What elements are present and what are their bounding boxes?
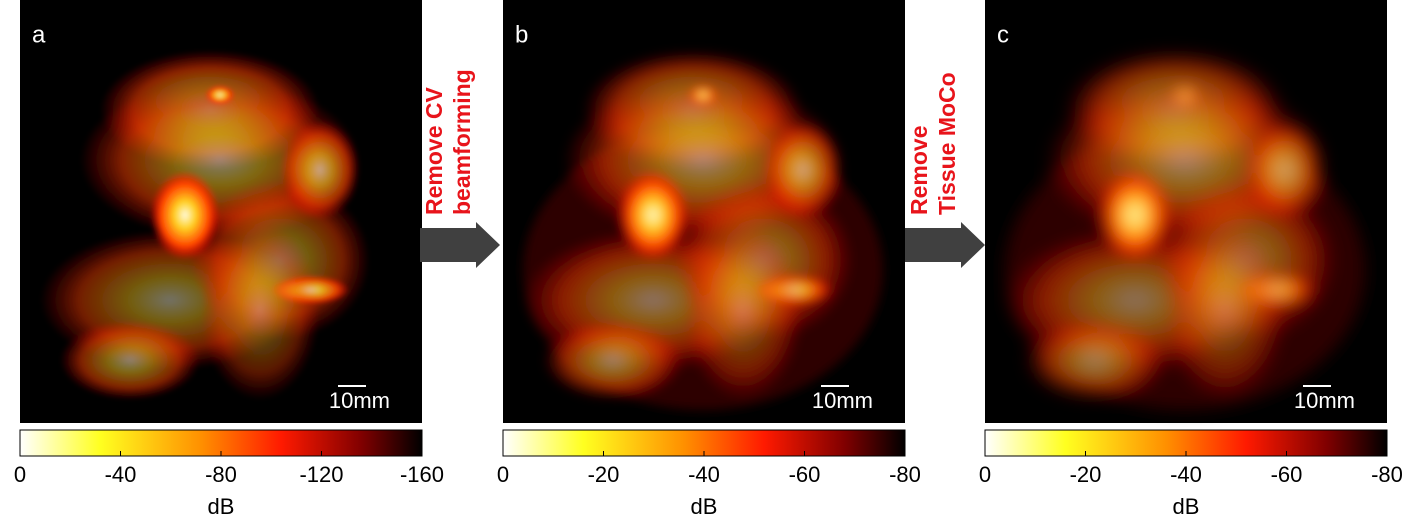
panel-label: c (997, 21, 1009, 48)
blob (543, 320, 683, 400)
tick-label: -40 (688, 462, 720, 487)
scale-bar-label: 10mm (1294, 388, 1355, 413)
colorbar-label: dB (208, 494, 235, 519)
tick-label: -40 (105, 462, 137, 487)
tick-label: 0 (14, 462, 26, 487)
blob (763, 120, 843, 220)
blob (280, 120, 360, 220)
blob (688, 85, 718, 105)
blob (200, 220, 320, 400)
tick-label: -80 (889, 462, 921, 487)
panel-label: b (515, 21, 528, 48)
tick-label: -20 (1070, 462, 1102, 487)
tick-label: -40 (1170, 462, 1202, 487)
panel: a 10mm 0 -40 -80 -120 -160 dB (14, 0, 444, 519)
tick-label: 0 (497, 462, 509, 487)
blob (1025, 320, 1165, 400)
blob (205, 85, 235, 105)
arrow-text: Tissue MoCo (934, 72, 960, 215)
hotspot (150, 170, 220, 260)
arrow-shape (420, 222, 500, 268)
tick-label: 0 (979, 462, 991, 487)
tick-label: -60 (789, 462, 821, 487)
tick-label: -120 (299, 462, 343, 487)
hotspot (1100, 170, 1170, 260)
tick-label: -80 (205, 462, 237, 487)
scale-bar-label: 10mm (812, 388, 873, 413)
colorbar-label: dB (691, 494, 718, 519)
hotspot (618, 170, 688, 260)
tick-label: -20 (588, 462, 620, 487)
tick-label: -80 (1371, 462, 1403, 487)
figure: a 10mm 0 -40 -80 -120 -160 dB b 10mm 0 -20 -40 -60 -80… (0, 0, 1417, 528)
arrow-text: Remove (906, 126, 932, 215)
blob (683, 220, 803, 400)
arrow-text: Remove CV (421, 87, 447, 215)
panel: c 10mm 0 -20 -40 -60 -80 dB (979, 0, 1403, 519)
arrow-text: beamforming (449, 69, 475, 215)
colorbar-label: dB (1173, 494, 1200, 519)
tick-label: -60 (1271, 462, 1303, 487)
blob (1245, 120, 1325, 220)
scale-bar-label: 10mm (329, 388, 390, 413)
blob (60, 320, 200, 400)
arrow-shape (905, 222, 985, 268)
blob (1170, 85, 1200, 105)
panel: b 10mm 0 -20 -40 -60 -80 dB (497, 0, 921, 519)
panel-label: a (32, 21, 46, 48)
blob (1165, 220, 1285, 400)
tick-label: -160 (400, 462, 444, 487)
